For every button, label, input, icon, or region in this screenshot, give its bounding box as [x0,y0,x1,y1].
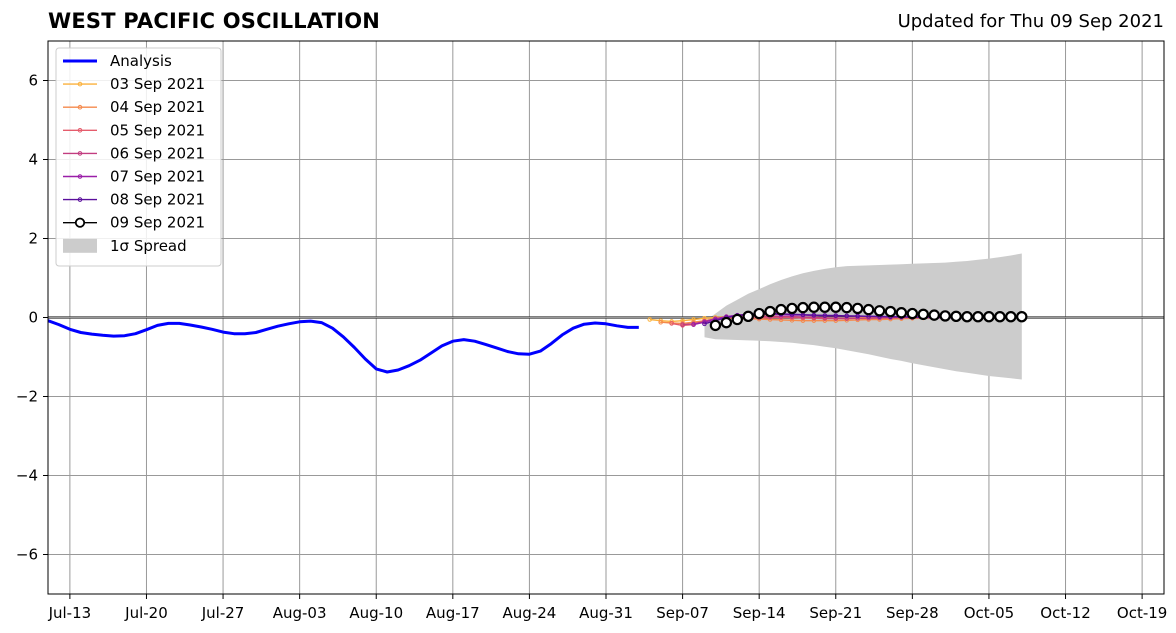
series-7 [709,301,1028,332]
updated-date: Updated for Thu 09 Sep 2021 [897,11,1164,32]
data-point [691,317,696,322]
legend-label: 04 Sep 2021 [110,98,205,116]
data-point [764,305,776,318]
data-point [658,319,664,325]
data-point [841,301,853,314]
data-point [855,313,860,319]
legend-label: Analysis [110,52,172,70]
series-line [48,319,639,374]
legend-swatch-marker [77,197,83,202]
data-point [895,307,908,319]
data-point [994,311,1006,323]
legend-label: 03 Sep 2021 [110,75,205,93]
data-point [844,313,850,319]
data-point [939,310,951,322]
data-point [819,301,831,313]
data-point [906,307,919,320]
legend-label: 05 Sep 2021 [110,121,205,139]
x-tick-label: Oct-19 [1117,604,1167,622]
legend-swatch-marker [77,151,83,156]
y-tick-label: −6 [16,546,38,564]
data-point [753,307,765,320]
x-tick-label: Aug-24 [503,604,557,622]
x-tick-label: Jul-20 [124,604,168,622]
x-tick-label: Sep-21 [809,604,862,622]
y-tick-label: 6 [28,72,38,90]
data-point [972,311,984,323]
data-point [709,319,722,332]
legend-box [55,47,222,267]
chart-title: WEST PACIFIC OSCILLATION [48,9,381,33]
y-tick-label: 4 [28,151,38,169]
data-point [775,303,787,316]
data-point [702,321,707,327]
data-point [797,301,809,314]
series-0 [48,319,639,374]
data-point [873,305,886,317]
x-tick-label: Sep-28 [886,604,939,622]
x-tick-label: Aug-03 [273,604,327,622]
legend-label: 09 Sep 2021 [110,214,205,232]
x-tick-label: Oct-05 [964,604,1014,622]
data-point [786,302,798,315]
plot-area [48,253,1164,380]
x-tick-label: Aug-31 [579,604,633,622]
legend-label: 08 Sep 2021 [110,191,205,209]
data-point [833,313,839,318]
x-tick-label: Aug-17 [426,604,480,622]
x-tick-label: Aug-10 [349,604,403,622]
data-point [884,305,897,318]
legend-label: 07 Sep 2021 [110,168,205,186]
data-point [691,322,696,327]
legend-label: 06 Sep 2021 [110,144,205,162]
data-point [669,321,674,326]
x-tick-label: Jul-13 [48,604,92,622]
data-point [731,313,743,326]
data-point [928,309,940,321]
data-point [742,310,754,323]
x-tick-label: Oct-12 [1040,604,1090,622]
data-point [830,301,842,313]
legend-swatch-marker [74,217,86,228]
y-tick-label: −2 [16,388,38,406]
legend: Analysis 03 Sep 2021 04 Sep 2021 05 Sep 202… [55,47,222,267]
data-point [983,311,995,323]
legend-swatch-marker [77,128,83,133]
data-point [720,316,733,329]
data-point [647,317,653,322]
legend-label: 1σ Spread [110,237,187,255]
y-tick-label: −4 [16,467,38,485]
y-tick-label: 0 [28,309,38,327]
data-point [950,310,962,323]
data-point [808,301,820,313]
data-point [1016,311,1028,323]
data-point [680,322,685,327]
data-point [811,312,817,318]
data-point [851,302,864,315]
legend-swatch-marker [77,174,83,179]
y-tick-label: 2 [28,230,38,248]
legend-swatch-marker [77,81,83,87]
data-point [822,313,828,318]
data-point [702,319,707,325]
legend-swatch-spread [63,238,97,253]
data-point [917,308,929,321]
legend-swatch-marker [77,104,83,110]
x-tick-label: Sep-07 [656,604,709,622]
x-tick-label: Jul-27 [201,604,245,622]
data-point [961,311,973,323]
x-tick-label: Sep-14 [733,604,786,622]
data-point [1005,311,1017,323]
data-point [862,303,875,316]
